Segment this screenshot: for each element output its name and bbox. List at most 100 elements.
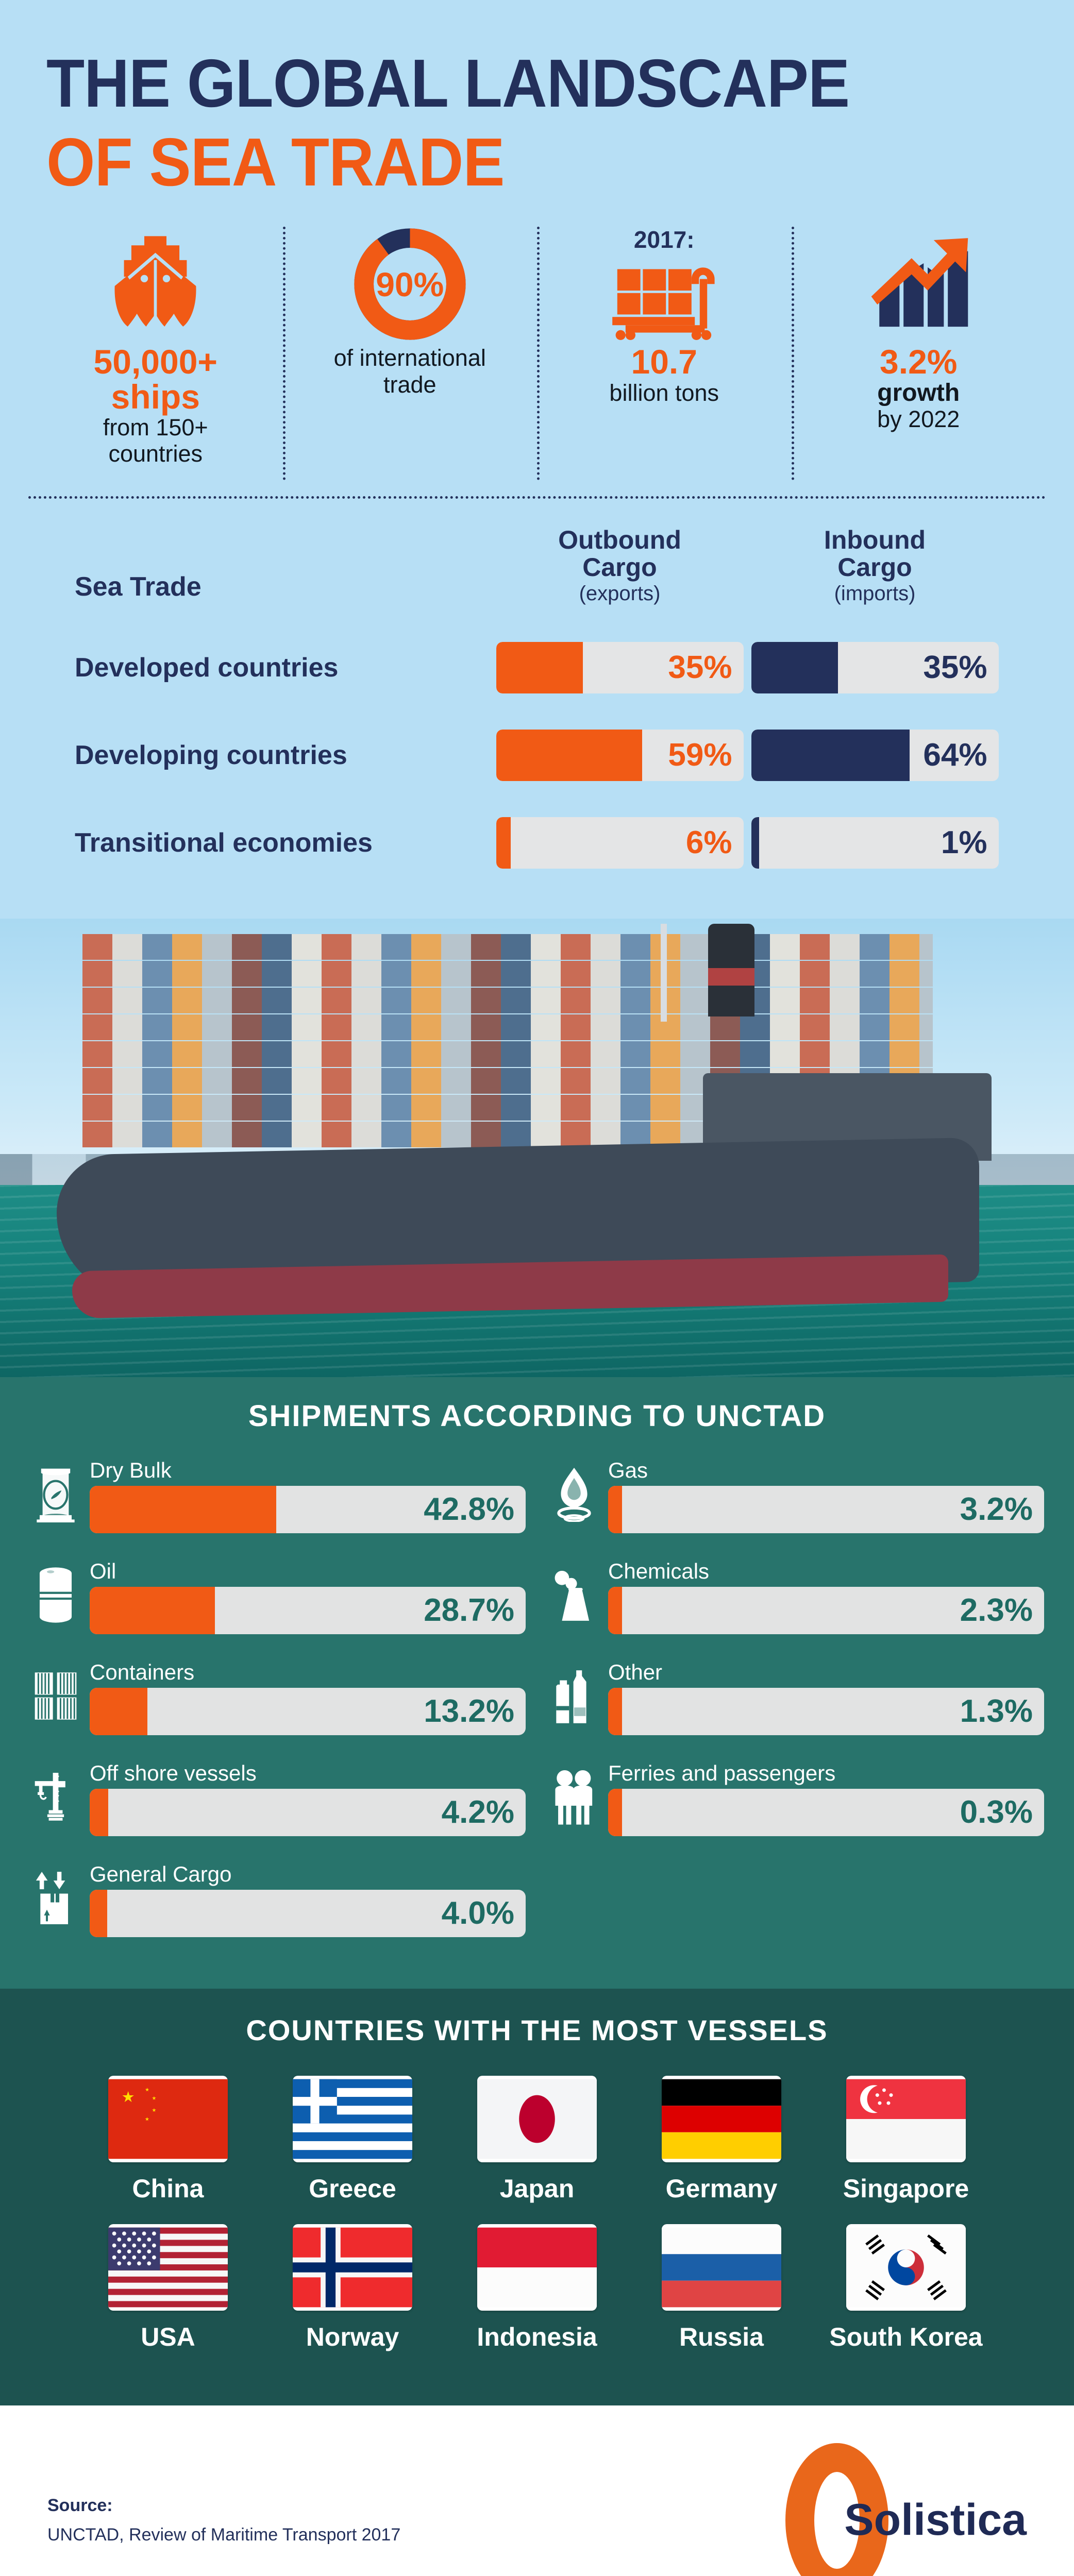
bar-fill bbox=[751, 730, 910, 782]
bar-value: 35% bbox=[668, 650, 732, 686]
shipments-left-column: Dry Bulk 42.8% bbox=[30, 1455, 526, 1960]
stat-growth-sub: by 2022 bbox=[877, 406, 960, 433]
list-item: Chemicals 2.3% bbox=[548, 1556, 1044, 1635]
bar-value: 1% bbox=[941, 825, 987, 861]
item-bar: 1.3% bbox=[608, 1688, 1044, 1736]
shipments-right-column: Gas 3.2% bbox=[548, 1455, 1044, 1960]
general-cargo-icon bbox=[30, 1859, 81, 1937]
stat-ships-sub-1: from 150+ bbox=[103, 414, 208, 440]
bar-value: 64% bbox=[923, 737, 987, 773]
list-item: China bbox=[91, 2076, 245, 2204]
bar-fill bbox=[608, 1789, 623, 1837]
bar-fill bbox=[90, 1587, 215, 1635]
list-item: South Korea bbox=[829, 2224, 983, 2352]
table-row: Developed countries 35% 35% bbox=[28, 624, 1046, 711]
logo-wordmark: Solistica bbox=[844, 2495, 1027, 2545]
country-name: China bbox=[132, 2174, 204, 2204]
flag-norway-icon bbox=[293, 2224, 412, 2311]
bar-value: 4.2% bbox=[441, 1794, 514, 1831]
item-label: Other bbox=[608, 1660, 663, 1685]
bar-fill bbox=[90, 1789, 108, 1837]
inbound-cell: 64% bbox=[747, 730, 1002, 782]
list-item: Containers 13.2% bbox=[30, 1657, 526, 1736]
country-name: Indonesia bbox=[477, 2323, 597, 2352]
crane-icon bbox=[30, 1758, 81, 1836]
bar-value: 42.8% bbox=[424, 1492, 514, 1528]
list-item: General Cargo 4.0% bbox=[30, 1859, 526, 1938]
flag-row-1: China Greece bbox=[0, 2076, 1074, 2204]
country-name: Russia bbox=[679, 2323, 764, 2352]
shipments-section: SHIPMENTS ACCORDING TO UNCTAD bbox=[0, 1377, 1074, 1989]
list-item: USA bbox=[91, 2224, 245, 2352]
inbound-title-line2: Cargo bbox=[837, 553, 912, 582]
row-label: Transitional economies bbox=[75, 828, 373, 858]
source-block: Source: UNCTAD, Review of Maritime Trans… bbox=[47, 2496, 785, 2545]
flag-south-korea-icon bbox=[846, 2224, 966, 2311]
bar-fill bbox=[496, 642, 583, 694]
list-item: Ferries and passengers 0.3% bbox=[548, 1758, 1044, 1837]
stat-tonnage-year: 2017: bbox=[633, 226, 695, 253]
flag-russia-icon bbox=[662, 2224, 781, 2311]
stat-tonnage-value: 10.7 bbox=[631, 343, 697, 381]
bar-fill bbox=[608, 1688, 623, 1736]
bar-value: 0.3% bbox=[960, 1794, 1033, 1831]
country-name: Germany bbox=[665, 2174, 778, 2204]
outbound-bar: 35% bbox=[496, 642, 744, 694]
sea-trade-section: Sea Trade Outbound Cargo (exports) Inbou… bbox=[0, 505, 1074, 919]
stat-trade-share: 90% of international trade bbox=[282, 224, 538, 489]
bar-value: 3.2% bbox=[960, 1492, 1033, 1528]
country-name: Norway bbox=[306, 2323, 399, 2352]
table-row: Developing countries 59% 64% bbox=[28, 711, 1046, 799]
table-row: Transitional economies 6% 1% bbox=[28, 799, 1046, 887]
item-label: Dry Bulk bbox=[90, 1458, 172, 1483]
country-name: USA bbox=[141, 2323, 195, 2352]
list-item: Germany bbox=[644, 2076, 799, 2204]
stat-ships-value-2: ships bbox=[111, 377, 200, 416]
stat-growth: 3.2% growth by 2022 bbox=[791, 224, 1046, 489]
source-text: UNCTAD, Review of Maritime Transport 201… bbox=[47, 2524, 401, 2545]
item-bar: 2.3% bbox=[608, 1587, 1044, 1635]
solistica-logo: Solistica bbox=[785, 2443, 1027, 2576]
sea-trade-title: Sea Trade bbox=[75, 572, 202, 602]
flag-japan-icon bbox=[477, 2076, 597, 2163]
list-item: Dry Bulk 42.8% bbox=[30, 1455, 526, 1534]
outbound-cell: 59% bbox=[492, 730, 747, 782]
item-label: Chemicals bbox=[608, 1559, 710, 1584]
stat-trade-sub-2: trade bbox=[383, 371, 437, 398]
item-label: Gas bbox=[608, 1458, 648, 1483]
item-label: General Cargo bbox=[90, 1862, 232, 1887]
inbound-bar: 1% bbox=[751, 817, 999, 869]
ship-mast bbox=[661, 924, 667, 1022]
outbound-cell: 6% bbox=[492, 817, 747, 869]
stat-tonnage-sub: billion tons bbox=[609, 379, 719, 406]
stat-ships: 50,000+ ships from 150+ countries bbox=[28, 224, 283, 489]
oil-barrel-icon bbox=[30, 1556, 81, 1634]
list-item: Off shore vessels 4.2% bbox=[30, 1758, 526, 1837]
inbound-cell: 1% bbox=[747, 817, 1002, 869]
bar-value: 4.0% bbox=[441, 1895, 514, 1931]
list-item: Singapore bbox=[829, 2076, 983, 2204]
funnel-band bbox=[708, 968, 754, 986]
donut-value-label: 90% bbox=[376, 265, 444, 303]
flag-usa-icon bbox=[108, 2224, 228, 2311]
bar-value: 1.3% bbox=[960, 1693, 1033, 1730]
item-bar: 3.2% bbox=[608, 1486, 1044, 1534]
country-name: South Korea bbox=[829, 2323, 983, 2352]
footer: Source: UNCTAD, Review of Maritime Trans… bbox=[0, 2405, 1074, 2576]
item-bar: 4.0% bbox=[90, 1890, 526, 1938]
sea-trade-header-row: Sea Trade Outbound Cargo (exports) Inbou… bbox=[28, 527, 1046, 605]
stat-growth-bold-sub: growth bbox=[877, 379, 960, 406]
ship-bow-icon bbox=[36, 224, 276, 345]
containers-icon bbox=[30, 1657, 81, 1735]
inbound-title-line1: Inbound bbox=[824, 526, 926, 555]
bar-fill bbox=[608, 1587, 623, 1635]
key-stats-strip: 50,000+ ships from 150+ countries 90% of… bbox=[0, 197, 1074, 490]
gas-flame-icon bbox=[548, 1455, 600, 1533]
bar-fill bbox=[751, 642, 838, 694]
item-bar: 13.2% bbox=[90, 1688, 526, 1736]
bar-fill bbox=[496, 730, 642, 782]
flag-germany-icon bbox=[662, 2076, 781, 2163]
stat-ships-sub-2: countries bbox=[108, 440, 203, 467]
countries-heading: COUNTRIES WITH THE MOST VESSELS bbox=[246, 2014, 828, 2047]
